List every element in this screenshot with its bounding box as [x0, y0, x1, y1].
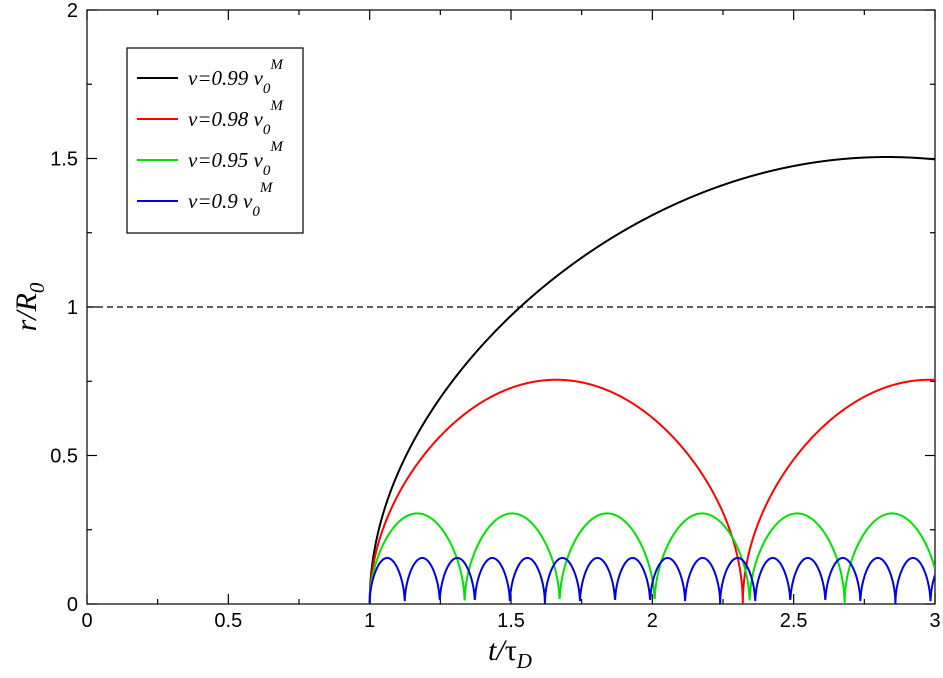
axis-ticks: [86, 9, 936, 605]
x-tick-label: 1: [364, 610, 375, 632]
series-line-2: [368, 378, 935, 604]
legend-label-2: v=0.98 v0M: [188, 98, 284, 138]
y-tick-label: 0: [67, 594, 78, 616]
x-tick-label: 1.5: [497, 610, 525, 632]
series-line-4: [368, 556, 935, 604]
x-tick-label: 0.5: [214, 610, 242, 632]
legend-label-4: v=0.9 v0M: [188, 180, 274, 220]
x-axis-title: t/τD: [488, 634, 532, 673]
y-tick-label: 1: [67, 297, 78, 319]
x-tick-label: 3: [929, 610, 940, 632]
x-tick-label: 2.5: [780, 610, 808, 632]
series-lines: [368, 156, 935, 604]
series-line-1: [368, 156, 935, 604]
tick-labels: 0 0.5 1 1.5 2 2.5 3 0 0.5 1 1.5 2: [50, 0, 940, 632]
x-tick-label: 0: [81, 610, 92, 632]
y-tick-label: 1.5: [50, 149, 78, 171]
legend-label-3: v=0.95 v0M: [188, 139, 284, 179]
legend-label-1: v=0.99 v0M: [188, 57, 284, 97]
y-tick-label: 2: [67, 0, 78, 22]
x-tick-label: 2: [647, 610, 658, 632]
y-axis-title: r/R0: [10, 282, 49, 331]
y-tick-label: 0.5: [50, 446, 78, 468]
